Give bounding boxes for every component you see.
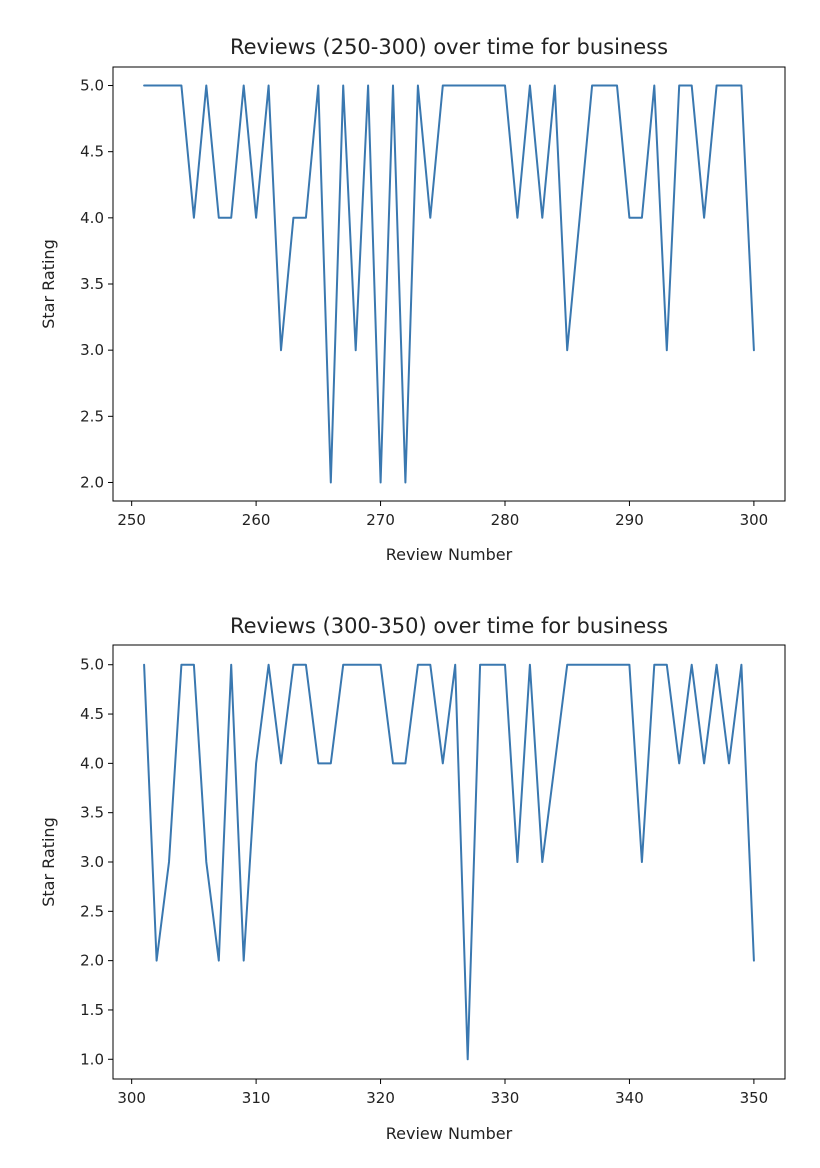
x-tick-label: 270	[366, 511, 395, 529]
series-line	[143, 663, 755, 1061]
x-tick-label: 350	[740, 1089, 769, 1107]
y-tick-label: 4.0	[80, 209, 104, 227]
y-axis-label: Star Rating	[39, 239, 58, 328]
y-tick-label: 4.0	[80, 754, 104, 772]
y-tick-label: 2.0	[80, 473, 104, 491]
plot-area-frame	[112, 66, 786, 502]
x-axis: 250 260 270 280 290 300	[117, 501, 768, 529]
y-tick-label: 3.5	[80, 275, 104, 293]
x-tick-label: 300	[117, 1089, 146, 1107]
x-axis-label: Review Number	[386, 545, 513, 564]
y-tick-label: 3.0	[80, 853, 104, 871]
x-tick-label: 320	[366, 1089, 395, 1107]
chart-title: Reviews (300-350) over time for business	[230, 614, 668, 638]
x-tick-label: 260	[242, 511, 271, 529]
chart-bottom: Reviews (300-350) over time for business…	[39, 614, 786, 1143]
x-axis-label: Review Number	[386, 1124, 513, 1143]
y-tick-label: 2.5	[80, 407, 104, 425]
y-tick-label: 2.0	[80, 952, 104, 970]
x-tick-label: 300	[740, 511, 769, 529]
y-tick-label: 1.5	[80, 1001, 104, 1019]
x-tick-label: 340	[615, 1089, 644, 1107]
y-tick-label: 2.5	[80, 902, 104, 920]
y-axis-label: Star Rating	[39, 817, 58, 906]
y-axis: 1.0 1.5 2.0 2.5 3.0 3.5 4.0 4.5 5.0	[80, 656, 113, 1068]
series-points	[144, 85, 754, 483]
plot-area-frame	[112, 644, 786, 1080]
x-tick-label: 310	[242, 1089, 271, 1107]
x-tick-label: 330	[491, 1089, 520, 1107]
chart-top: Reviews (250-300) over time for business…	[39, 35, 786, 564]
x-tick-label: 250	[117, 511, 146, 529]
y-tick-label: 5.0	[80, 656, 104, 674]
series-line	[143, 84, 755, 484]
x-axis: 300 310 320 330 340 350	[117, 1079, 768, 1107]
y-axis: 2.0 2.5 3.0 3.5 4.0 4.5 5.0	[80, 77, 113, 491]
y-tick-label: 4.5	[80, 705, 104, 723]
y-tick-label: 4.5	[80, 143, 104, 161]
x-tick-label: 290	[615, 511, 644, 529]
y-tick-label: 3.0	[80, 341, 104, 359]
y-tick-label: 3.5	[80, 804, 104, 822]
y-tick-label: 1.0	[80, 1050, 104, 1068]
chart-title: Reviews (250-300) over time for business	[230, 35, 668, 59]
series-points	[144, 664, 754, 1060]
x-tick-label: 280	[491, 511, 520, 529]
y-tick-label: 5.0	[80, 77, 104, 95]
